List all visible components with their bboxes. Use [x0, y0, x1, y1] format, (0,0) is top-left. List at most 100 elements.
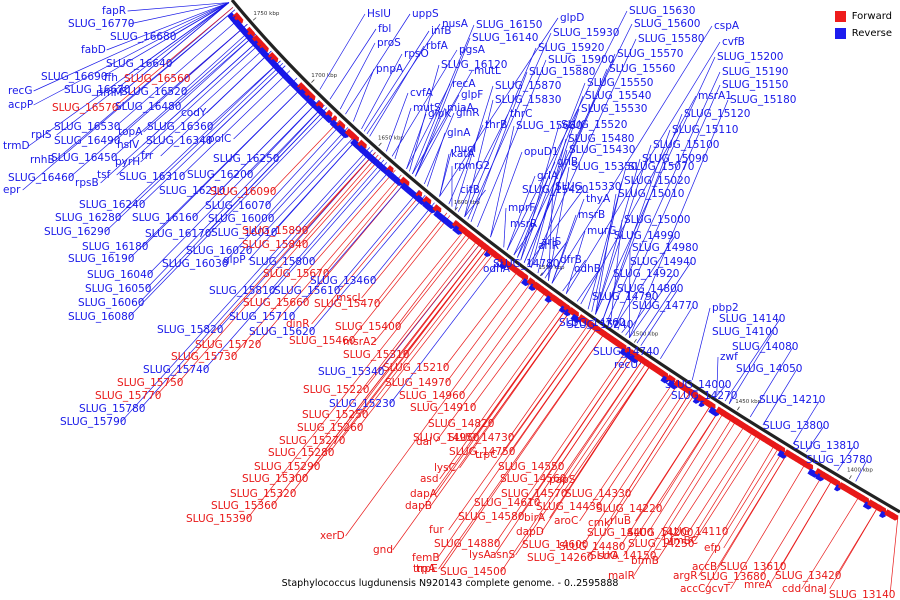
- gene-label: glpD: [560, 12, 584, 24]
- gene-label: SLUG_15400: [335, 321, 401, 333]
- leader-line: [345, 279, 534, 537]
- gene-label: SLUG_16570: [52, 102, 118, 114]
- leader-line: [255, 174, 402, 346]
- leader-line: [120, 147, 371, 423]
- reverse-gene: [326, 116, 333, 124]
- leader-line: [160, 50, 272, 157]
- gene-label: tsf: [97, 169, 111, 181]
- gene-label: dnaJ: [804, 583, 827, 595]
- gene-label: SLUG_15430: [569, 144, 635, 156]
- gene-label: SLUG_15280: [268, 447, 334, 459]
- leader-line: [551, 25, 713, 284]
- gene-label: SLUG_14990: [614, 230, 680, 242]
- gene-label: SLUG_14140: [719, 313, 785, 325]
- leader-line: [314, 243, 486, 468]
- gene-label: SLUG_16040: [87, 269, 153, 281]
- gene-label: cvfA: [410, 87, 434, 99]
- leader-line: [289, 179, 408, 318]
- tick-mark: [378, 142, 382, 147]
- gene-label: cspA: [714, 20, 740, 32]
- gene-label: SLUG_16150: [476, 19, 542, 31]
- leader-line: [728, 395, 733, 404]
- leader-line: [439, 17, 559, 197]
- gene-label: SLUG_16480: [115, 101, 181, 113]
- gene-label: SLUG_15290: [254, 461, 320, 473]
- gene-label: SLUG_15010: [618, 188, 684, 200]
- gene-label: thyA: [586, 193, 611, 205]
- gene-label: SLUG_15210: [383, 362, 449, 374]
- leader-line: [207, 60, 281, 128]
- gene-label: SLUG_14220: [596, 503, 662, 515]
- tick-label: 1450 kbp: [735, 399, 761, 405]
- gene-label: SLUG_14000: [665, 379, 731, 391]
- forward-gene: [521, 273, 529, 281]
- gene-label: SLUG_14050: [736, 363, 802, 375]
- leader-line: [454, 85, 494, 210]
- leader-line: [361, 53, 403, 130]
- leader-line: [445, 274, 527, 384]
- gene-label: opuD1: [524, 146, 559, 158]
- gene-arrows: [227, 12, 899, 521]
- gene-label: fbl: [378, 23, 391, 35]
- reverse-gene: [660, 375, 669, 384]
- gene-label: SLUG_16690: [41, 71, 107, 83]
- gene-label: cvfB: [722, 36, 745, 48]
- leader-line: [222, 127, 349, 265]
- leader-line: [607, 389, 693, 524]
- gene-label: SLUG_15810: [209, 285, 275, 297]
- gene-label: SLUG_14920: [613, 268, 679, 280]
- gene-label: SLUG_16030: [162, 258, 228, 270]
- forward-gene: [863, 496, 870, 504]
- gene-label: SLUG_15530: [581, 103, 647, 115]
- gene-label: SLUG_15790: [60, 416, 126, 428]
- gene-label: SLUG_15710: [229, 311, 295, 323]
- gene-label: SLUG_14760: [559, 317, 625, 329]
- forward-gene: [629, 349, 638, 358]
- gene-label: grlB: [557, 156, 578, 168]
- gene-label: SLUG_16000: [208, 213, 274, 225]
- leader-line: [268, 129, 351, 220]
- gene-label: accC: [680, 583, 705, 595]
- leader-line: [582, 386, 689, 546]
- leader-line: [116, 41, 263, 176]
- gene-label: SLUG_13140: [829, 589, 895, 600]
- tick-mark: [539, 272, 543, 277]
- gene-label: SLUG_15740: [143, 364, 209, 376]
- leader-line: [138, 107, 328, 304]
- leader-line: [424, 112, 455, 185]
- gene-label: xerD: [320, 530, 345, 542]
- leader-line: [128, 2, 229, 25]
- leader-line: [792, 399, 821, 444]
- gene-label: SLUG_15890: [242, 225, 308, 237]
- gene-label: gcvT: [705, 583, 731, 595]
- gene-label: arlR: [538, 240, 559, 252]
- gene-label: SLUG_14820: [428, 418, 494, 430]
- leader-line: [386, 92, 409, 152]
- leader-line: [334, 189, 420, 292]
- reverse-gene: [544, 295, 552, 303]
- leader-line: [513, 223, 536, 256]
- leader-line: [233, 77, 298, 140]
- forward-gene: [557, 299, 567, 309]
- leader-line: [613, 235, 676, 328]
- leader-line: [415, 107, 446, 177]
- forward-gene: [330, 115, 338, 122]
- leader-line: [691, 307, 711, 381]
- forward-gene: [336, 120, 346, 130]
- gene-label: dfrB: [560, 254, 582, 266]
- tick-label: 1500 kbp: [632, 331, 658, 337]
- gene-label: SLUG_15360: [211, 500, 277, 512]
- gene-label: dapA: [410, 488, 438, 500]
- gene-label: odhB: [574, 263, 601, 275]
- gene-label: SLUG_13680: [700, 571, 766, 583]
- gene-label: pgsA: [459, 44, 486, 56]
- leader-line: [724, 318, 781, 402]
- leader-line: [181, 28, 252, 93]
- leader-line: [437, 325, 599, 559]
- leader-line: [309, 167, 393, 263]
- gene-label: SLUG_14210: [759, 394, 825, 406]
- leader-line: [650, 418, 738, 557]
- leader-line: [464, 99, 494, 217]
- gene-label: trmD: [3, 140, 30, 152]
- leader-line: [625, 296, 654, 336]
